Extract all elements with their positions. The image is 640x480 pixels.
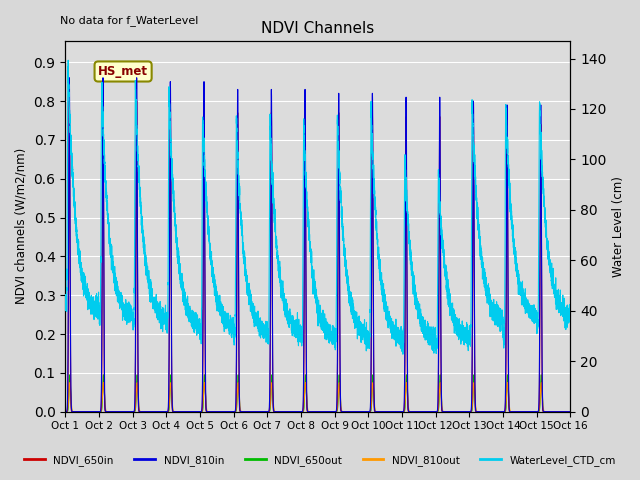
- Text: HS_met: HS_met: [98, 65, 148, 78]
- Y-axis label: NDVI channels (W/m2/nm): NDVI channels (W/m2/nm): [15, 148, 28, 304]
- Legend: NDVI_650in, NDVI_810in, NDVI_650out, NDVI_810out, WaterLevel_CTD_cm: NDVI_650in, NDVI_810in, NDVI_650out, NDV…: [20, 451, 620, 470]
- Title: NDVI Channels: NDVI Channels: [261, 21, 374, 36]
- Text: No data for f_WaterLevel: No data for f_WaterLevel: [60, 15, 198, 26]
- Y-axis label: Water Level (cm): Water Level (cm): [612, 176, 625, 276]
